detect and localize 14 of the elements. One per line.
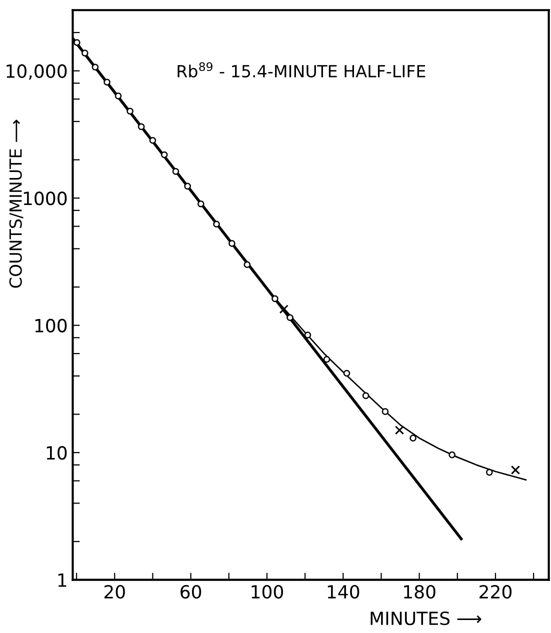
y-tick-label: 10 <box>46 446 67 460</box>
y-axis-title: COUNTS/MINUTE ⟶ <box>9 120 24 288</box>
x-tick-label: 100 <box>252 585 283 599</box>
y-tick-label: 1 <box>58 574 66 587</box>
x-axis-title: MINUTES ⟶ <box>370 611 482 626</box>
y-tick-label: 10,000 <box>6 64 67 80</box>
text: Rb$^{89}$ - 15.4-MINUTE HALF-LIFE <box>178 62 426 78</box>
x-tick-label: 140 <box>328 585 360 599</box>
x-tick-label: 20 <box>104 585 125 599</box>
x-tick-label: 60 <box>180 585 202 599</box>
x-tick-label: 180 <box>404 585 436 599</box>
x-tick-label: 220 <box>480 585 512 599</box>
y-tick-label: 1000 <box>24 192 67 206</box>
y-tick-label: 100 <box>35 318 67 332</box>
